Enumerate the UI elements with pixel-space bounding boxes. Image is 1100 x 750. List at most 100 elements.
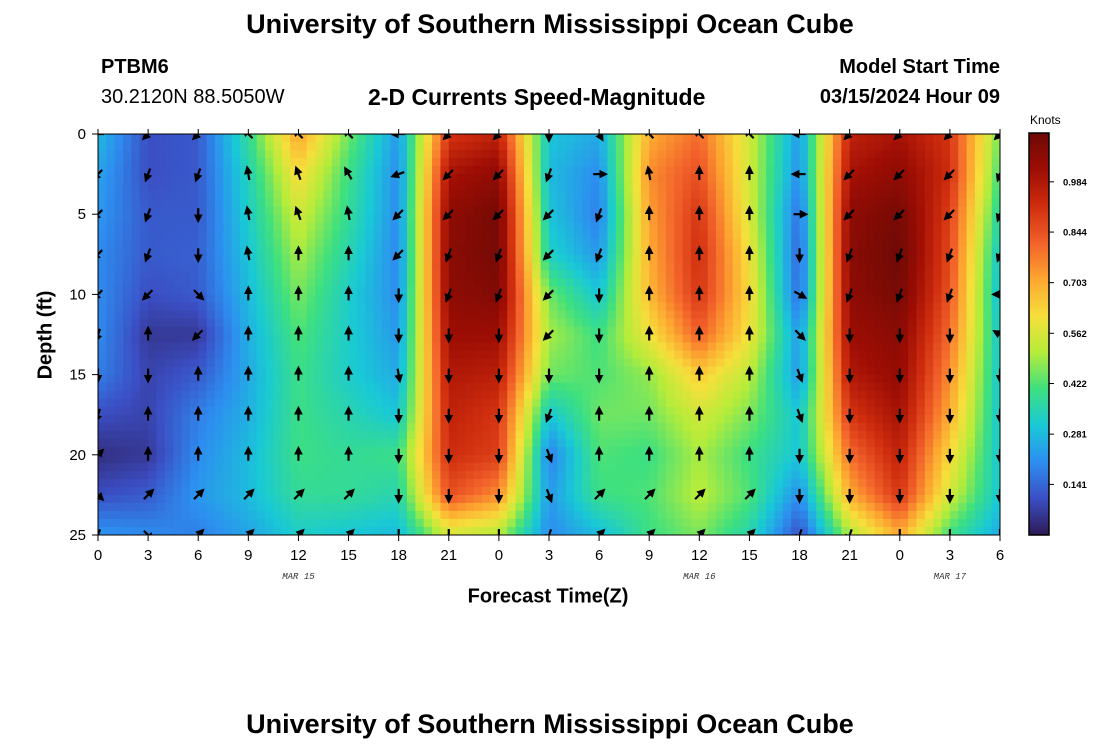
heatmap-cell [156,206,166,215]
heatmap-cell [557,238,567,247]
heatmap-cell [415,478,425,488]
heatmap-cell [423,374,433,384]
heatmap-cell [173,302,183,312]
heatmap-cell [682,350,692,360]
heatmap-cell [181,358,191,368]
heatmap-cell [123,206,133,215]
heatmap-cell [749,222,759,231]
heatmap-cell [624,486,634,496]
heatmap-cell [306,350,316,360]
heatmap-cell [782,158,792,167]
heatmap-cell [482,478,492,488]
heatmap-cell [624,326,634,336]
heatmap-cell [515,366,525,376]
heatmap-cell [331,470,341,480]
heatmap-cell [657,374,667,384]
heatmap-cell [849,150,859,159]
heatmap-cell [356,390,366,400]
heatmap-cell [766,390,776,400]
heatmap-cell [966,446,976,456]
heatmap-cell [231,454,241,464]
heatmap-cell [123,182,133,191]
heatmap-cell [482,286,492,295]
heatmap-cell [223,326,233,336]
heatmap-cell [323,422,333,432]
heatmap-cell [507,462,517,472]
heatmap-cell [356,310,366,320]
heatmap-cell [983,478,993,488]
heatmap-cell [866,470,876,480]
heatmap-cell [916,382,926,392]
heatmap-cell [549,446,558,456]
heatmap-cell [123,494,133,504]
heatmap-cell [849,270,859,279]
heatmap-cell [482,374,492,384]
heatmap-cell [390,142,400,151]
heatmap-cell [331,382,341,392]
heatmap-cell [173,246,183,255]
heatmap-cell [640,214,650,223]
heatmap-cell [849,334,859,344]
heatmap-cell [849,198,859,207]
heatmap-cell [239,150,249,159]
heatmap-cell [432,398,442,408]
heatmap-cell [841,366,851,376]
heatmap-cell [398,494,408,504]
heatmap-cell [498,390,508,400]
heatmap-cell [248,494,258,504]
heatmap-cell [214,486,224,496]
heatmap-cell [256,134,266,143]
heatmap-cell [148,470,158,480]
heatmap-cell [866,174,876,183]
heatmap-cell [699,342,709,352]
heatmap-cell [757,398,767,408]
heatmap-cell [849,142,859,151]
heatmap-cell [699,422,709,432]
heatmap-cell [473,422,483,432]
heatmap-cell [824,278,834,287]
heatmap-cell [106,206,116,215]
heatmap-cell [832,430,842,440]
heatmap-cell [373,494,383,504]
heatmap-cell [557,462,567,472]
heatmap-cell [123,486,133,496]
heatmap-cell [248,398,258,408]
heatmap-cell [265,254,274,263]
heatmap-cell [866,366,876,376]
heatmap-cell [807,438,817,448]
heatmap-cell [574,254,584,263]
heatmap-cell [315,398,325,408]
heatmap-cell [465,494,475,504]
heatmap-cell [214,454,224,464]
heatmap-cell [498,446,508,456]
heatmap-cell [966,206,976,215]
heatmap-cell [206,214,216,223]
heatmap-cell [649,438,659,448]
heatmap-cell [549,166,558,175]
heatmap-cell [866,326,876,336]
heatmap-cell [381,310,391,320]
heatmap-cell [807,222,817,231]
heatmap-cell [482,422,492,432]
heatmap-cell [674,374,684,384]
heatmap-cell [465,438,475,448]
heatmap-cell [649,342,659,352]
heatmap-cell [774,150,784,159]
heatmap-cell [791,342,801,352]
heatmap-cell [841,278,851,287]
heatmap-cell [440,270,450,279]
heatmap-cell [390,326,400,336]
heatmap-cell [206,158,216,167]
heatmap-cell [557,398,567,408]
heatmap-cell [306,358,316,368]
heatmap-cell [473,446,483,456]
heatmap-cell [256,310,266,320]
heatmap-cell [448,246,458,255]
heatmap-cell [256,326,266,336]
heatmap-cell [231,350,241,360]
heatmap-cell [799,150,809,159]
heatmap-cell [415,366,425,376]
heatmap-cell [206,326,216,336]
heatmap-cell [858,214,867,223]
heatmap-cell [532,166,542,175]
